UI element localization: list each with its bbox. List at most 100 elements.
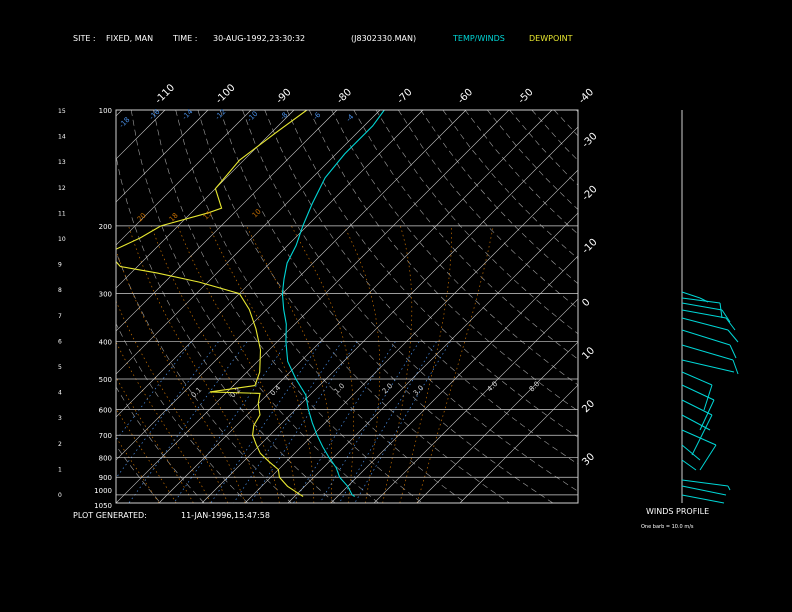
top-temp-label: -40 [577, 87, 596, 106]
legend-dewpoint: DEWPOINT [529, 34, 573, 43]
mixing-ratio-line [338, 341, 437, 503]
wind-barb [681, 329, 731, 346]
dry-adiabat-line [576, 110, 578, 113]
dry-adiabat-line [331, 110, 578, 386]
dry-adiabat-line [264, 110, 578, 465]
isotherm-line [0, 110, 36, 503]
pressure-tick-label: 700 [99, 432, 112, 440]
wind-barb [681, 371, 713, 386]
right-temp-label: 10 [580, 345, 597, 362]
time-label: TIME : [172, 34, 197, 43]
height-tick-label: 8 [58, 287, 62, 294]
wind-barb-feather [727, 485, 731, 491]
dry-adiabat-line [420, 110, 578, 284]
dry-adiabat-line [130, 110, 379, 503]
mixing-ratio-label: 0.4 [269, 383, 283, 397]
mixing-ratio-line [319, 341, 420, 503]
mixing-ratio-label: 20 [136, 211, 148, 223]
height-tick-label: 7 [58, 313, 62, 320]
wind-barb [681, 479, 729, 487]
isotherm-line [116, 110, 295, 289]
pressure-tick-label: 200 [99, 223, 112, 231]
moist-adiabat-line [116, 248, 246, 503]
wind-barb [681, 459, 697, 471]
height-tick-label: 11 [58, 210, 66, 217]
wind-barb [681, 485, 727, 496]
top-temp-label: -70 [395, 87, 414, 106]
dry-adiabat-line [599, 110, 792, 503]
wind-barb [681, 317, 729, 331]
winds-profile-label: WINDS PROFILE [646, 507, 709, 516]
height-tick-label: 6 [58, 338, 62, 345]
right-temp-label: 30 [580, 451, 597, 468]
isotherm-line [116, 110, 252, 246]
isotherm-line [116, 110, 381, 375]
dry-adiabat-line [710, 110, 792, 503]
dry-adiabat-line [116, 154, 336, 503]
barb-legend: One barb = 10.0 m/s [641, 524, 694, 530]
dry-adiabat-line [0, 110, 73, 503]
mixing-ratio-line [173, 341, 289, 503]
time-value: 30-AUG-1992,23:30:32 [213, 34, 305, 43]
wind-barb-feather [725, 317, 736, 331]
moist-adiabat-line [116, 376, 194, 503]
mixing-ratio-line [210, 341, 322, 503]
pressure-tick-label: 500 [99, 376, 112, 384]
mixing-ratio-label: 15 [202, 209, 214, 221]
height-tick-label: 10 [58, 236, 66, 243]
pressure-tick-label: 1050 [94, 502, 112, 510]
moist-adiabat-line [116, 341, 211, 503]
isotherm-line [116, 110, 510, 503]
dry-adiabat-line [286, 110, 578, 438]
height-tick-label: 1 [58, 466, 62, 473]
mixing-ratio-line [354, 341, 451, 503]
moist-adiabat-line [150, 225, 280, 503]
wind-barb [681, 494, 725, 504]
wind-barb-feather [699, 444, 717, 471]
wind-barb-feather [721, 309, 731, 323]
dry-adiabat-line [621, 110, 792, 503]
dry-adiabat-line [442, 110, 578, 260]
dry-adiabat-line [116, 322, 249, 503]
moist-adiabat-line [246, 225, 333, 503]
moist-adiabat-line [208, 225, 315, 503]
right-temp-label: -30 [580, 131, 599, 150]
mixing-ratio-label: 10 [251, 207, 263, 219]
pressure-tick-label: 900 [99, 474, 112, 482]
moist-adiabat-line [291, 225, 354, 503]
file-name: (J8302330.MAN) [351, 34, 416, 43]
isotherm-line [0, 110, 79, 503]
pressure-tick-label: 300 [99, 291, 112, 299]
height-tick-label: 15 [58, 108, 66, 115]
dry-adiabat-line [398, 110, 578, 309]
wind-barb-feather [699, 399, 715, 431]
dewpoint-line [116, 110, 308, 497]
mixing-ratio-line [128, 341, 248, 503]
dry-adiabat-line [219, 110, 554, 503]
top-temp-label: -110 [153, 82, 177, 106]
height-tick-label: 12 [58, 185, 66, 192]
dry-adiabat-line [665, 110, 792, 503]
isotherm-line [373, 298, 578, 503]
pressure-tick-label: 1000 [94, 487, 112, 495]
right-temp-label: -10 [580, 237, 599, 256]
dry-adiabat-line [308, 110, 578, 412]
wind-barb-feather [719, 302, 723, 319]
height-tick-label: 4 [58, 390, 62, 397]
right-temp-label: 0 [580, 297, 592, 309]
moist-adiabat-line [128, 225, 263, 503]
mixing-ratio-label: 18 [168, 211, 180, 223]
dry-adiabat-line [116, 386, 205, 503]
adiabat-label: -8 [279, 111, 290, 122]
moist-adiabat-line [416, 225, 494, 503]
isotherm-line [201, 126, 578, 503]
isotherm-line [158, 110, 553, 503]
moist-adiabat-line [116, 300, 229, 503]
adiabat-label: -6 [312, 110, 323, 121]
adiabat-label: -14 [181, 107, 195, 121]
dry-adiabat-line [487, 110, 578, 210]
height-tick-label: 0 [58, 492, 62, 499]
isotherm-line [416, 341, 578, 503]
height-tick-label: 3 [58, 415, 62, 422]
